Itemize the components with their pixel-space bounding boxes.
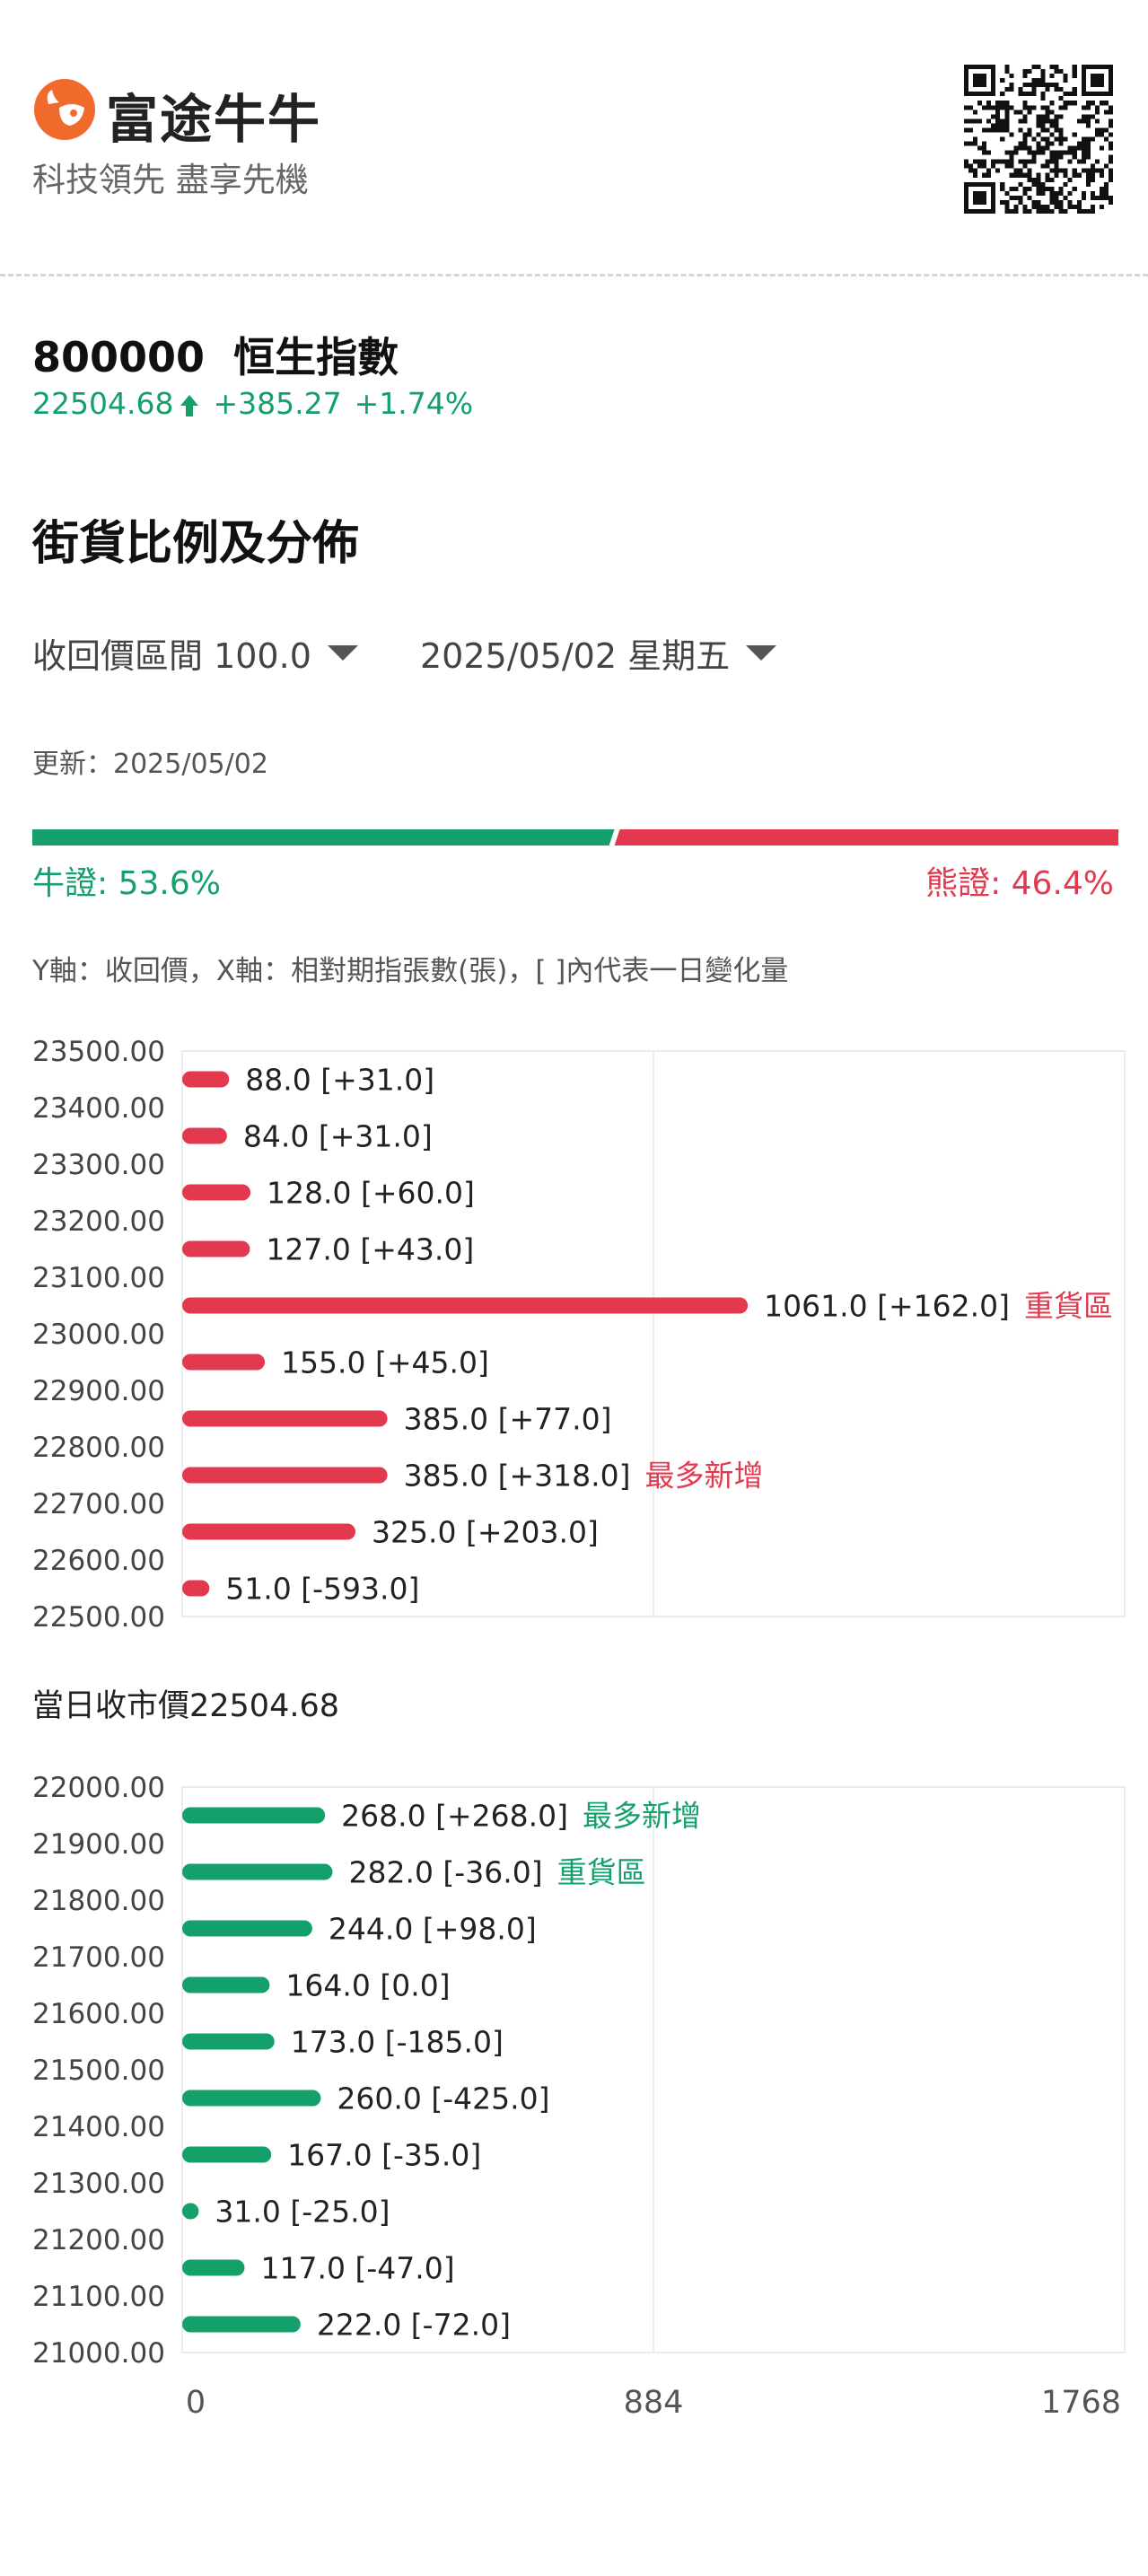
bull-bar-label: 31.0 [-25.0] [215, 2195, 390, 2230]
bear-y-tick: 23400.00 [32, 1092, 165, 1125]
x-tick: 1768 [1041, 2385, 1121, 2421]
stock-change: +385.27 [213, 386, 342, 421]
caret-down-icon [746, 645, 777, 661]
bear-bar [182, 1467, 388, 1484]
bull-y-tick: 21300.00 [32, 2168, 165, 2200]
bull-bar [182, 1863, 333, 1880]
bear-bar [182, 1410, 388, 1427]
bear-ratio-label: 熊證: 46.4% [925, 865, 1114, 902]
bull-bar-label: 167.0 [-35.0] [287, 2138, 481, 2173]
bear-bar-tag: 最多新增 [644, 1459, 763, 1494]
bull-bar [182, 2203, 199, 2220]
date-dropdown[interactable]: 2025/05/02 星期五 [420, 628, 777, 678]
bull-bar-label: 282.0 [-36.0] [348, 1855, 542, 1890]
bull-bar-tag: 最多新增 [583, 1799, 701, 1834]
bull-y-tick: 21000.00 [32, 2337, 165, 2370]
stock-quote: 22504.68 +385.27 +1.74% [32, 386, 486, 421]
header-divider [0, 274, 1148, 276]
bull-bar [182, 2259, 245, 2276]
bull-bar-label: 260.0 [-425.0] [337, 2081, 549, 2116]
bear-bar-label: 385.0 [+77.0] [404, 1402, 612, 1437]
bull-bar-tag: 重貨區 [557, 1855, 646, 1890]
bull-bar-label: 164.0 [0.0] [285, 1968, 450, 2003]
bear-bar-label: 1061.0 [+162.0] [764, 1289, 1010, 1324]
bear-bar [182, 1071, 230, 1088]
bull-bar [182, 2146, 272, 2163]
bear-y-tick: 22700.00 [32, 1488, 165, 1520]
bear-bar-label: 84.0 [+31.0] [243, 1119, 433, 1154]
x-tick: 884 [624, 2385, 684, 2421]
bull-bar [182, 1920, 312, 1937]
brand-name: 富途牛牛 [106, 89, 322, 150]
bear-bar-label: 385.0 [+318.0] [404, 1459, 631, 1494]
axis-note: Y軸：收回價，X軸：相對期指張數(張)，[ ]內代表一日變化量 [32, 955, 789, 987]
bear-bar [182, 1354, 266, 1371]
range-dropdown[interactable]: 收回價區間 100.0 [32, 628, 358, 678]
bear-bar-label: 51.0 [-593.0] [225, 1572, 419, 1607]
bull-y-tick: 21800.00 [32, 1885, 165, 1917]
bear-y-tick: 22800.00 [32, 1432, 165, 1464]
date-dropdown-label: 2025/05/02 星期五 [420, 636, 731, 676]
bull-bar-label: 268.0 [+268.0] [341, 1799, 568, 1834]
bear-bar [182, 1240, 250, 1257]
bull-y-tick: 21500.00 [32, 2055, 165, 2087]
bear-y-tick: 23200.00 [32, 1205, 165, 1238]
bull-bear-ratio-bar [32, 829, 1118, 846]
stock-code: 800000 [32, 333, 206, 381]
bear-bar-label: 128.0 [+60.0] [267, 1176, 475, 1211]
futu-bull-logo-icon [34, 79, 95, 140]
bear-y-tick: 22600.00 [32, 1545, 165, 1577]
arrow-up-icon [180, 394, 199, 416]
x-tick: 0 [186, 2385, 206, 2421]
qr-code-icon[interactable] [964, 65, 1113, 214]
bear-bar [182, 1297, 749, 1314]
bear-ratio-fill [614, 829, 1118, 846]
bull-y-tick: 21400.00 [32, 2111, 165, 2143]
stock-name: 恒生指數 [233, 333, 399, 381]
bull-bar-label: 244.0 [+98.0] [329, 1912, 537, 1947]
stock-change-pct: +1.74% [354, 386, 474, 421]
bull-bar [182, 2316, 301, 2333]
bear-bar-label: 325.0 [+203.0] [372, 1515, 599, 1550]
bull-y-tick: 21900.00 [32, 1828, 165, 1861]
bear-bar-label: 155.0 [+45.0] [281, 1345, 489, 1380]
bull-y-tick: 21700.00 [32, 1941, 165, 1974]
bull-bar-label: 173.0 [-185.0] [291, 2025, 504, 2060]
bear-y-tick: 23100.00 [32, 1262, 165, 1294]
bear-bar-tag: 重貨區 [1024, 1289, 1113, 1324]
bull-y-tick: 22000.00 [32, 1772, 165, 1804]
bull-ratio-label: 牛證: 53.6% [32, 865, 221, 902]
bear-y-tick: 22900.00 [32, 1375, 165, 1407]
bear-bar [182, 1580, 210, 1597]
bull-bar-label: 222.0 [-72.0] [317, 2308, 511, 2343]
bear-y-tick: 23300.00 [32, 1149, 165, 1181]
bear-y-tick: 23000.00 [32, 1319, 165, 1351]
cbbc-distribution-chart: 23500.00 23400.00 23300.00 23200.00 23100.00… [32, 1036, 1126, 2421]
bull-bar-label: 117.0 [-47.0] [260, 2251, 454, 2286]
bull-bar [182, 2033, 275, 2050]
bull-y-tick: 21100.00 [32, 2281, 165, 2313]
bear-y-tick: 23500.00 [32, 1036, 165, 1068]
bear-bar-label: 127.0 [+43.0] [266, 1232, 474, 1267]
brand-tagline: 科技領先 盡享先機 [32, 161, 309, 199]
bear-bar [182, 1523, 356, 1540]
bull-bar [182, 2090, 321, 2107]
stock-price: 22504.68 [32, 386, 174, 421]
bull-y-tick: 21200.00 [32, 2224, 165, 2256]
caret-down-icon [327, 645, 358, 661]
bull-ratio-fill [32, 829, 615, 846]
range-dropdown-label: 收回價區間 100.0 [32, 636, 311, 676]
bear-y-tick: 22500.00 [32, 1601, 165, 1634]
bear-bar-label: 88.0 [+31.0] [245, 1063, 434, 1098]
bull-bar [182, 1807, 326, 1824]
bear-bar [182, 1184, 251, 1201]
update-date: 更新：2025/05/02 [32, 749, 268, 780]
stock-title: 800000 恒生指數 [32, 325, 399, 384]
bull-bar [182, 1976, 270, 1993]
close-price-label: 當日收市價22504.68 [32, 1688, 340, 1724]
bear-bar [182, 1127, 227, 1144]
bull-y-tick: 21600.00 [32, 1998, 165, 2030]
section-title: 街貨比例及分佈 [32, 517, 360, 571]
